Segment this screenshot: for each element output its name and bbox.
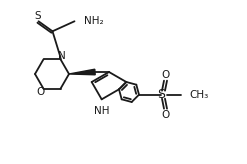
Text: NH: NH — [94, 106, 109, 116]
Text: S: S — [34, 11, 41, 21]
Text: N: N — [58, 51, 65, 61]
Text: O: O — [36, 87, 45, 97]
Text: O: O — [161, 110, 169, 120]
Text: CH₃: CH₃ — [189, 90, 208, 100]
Text: NH₂: NH₂ — [83, 16, 103, 26]
Text: O: O — [161, 70, 169, 80]
Text: S: S — [157, 88, 165, 101]
Polygon shape — [69, 69, 95, 75]
